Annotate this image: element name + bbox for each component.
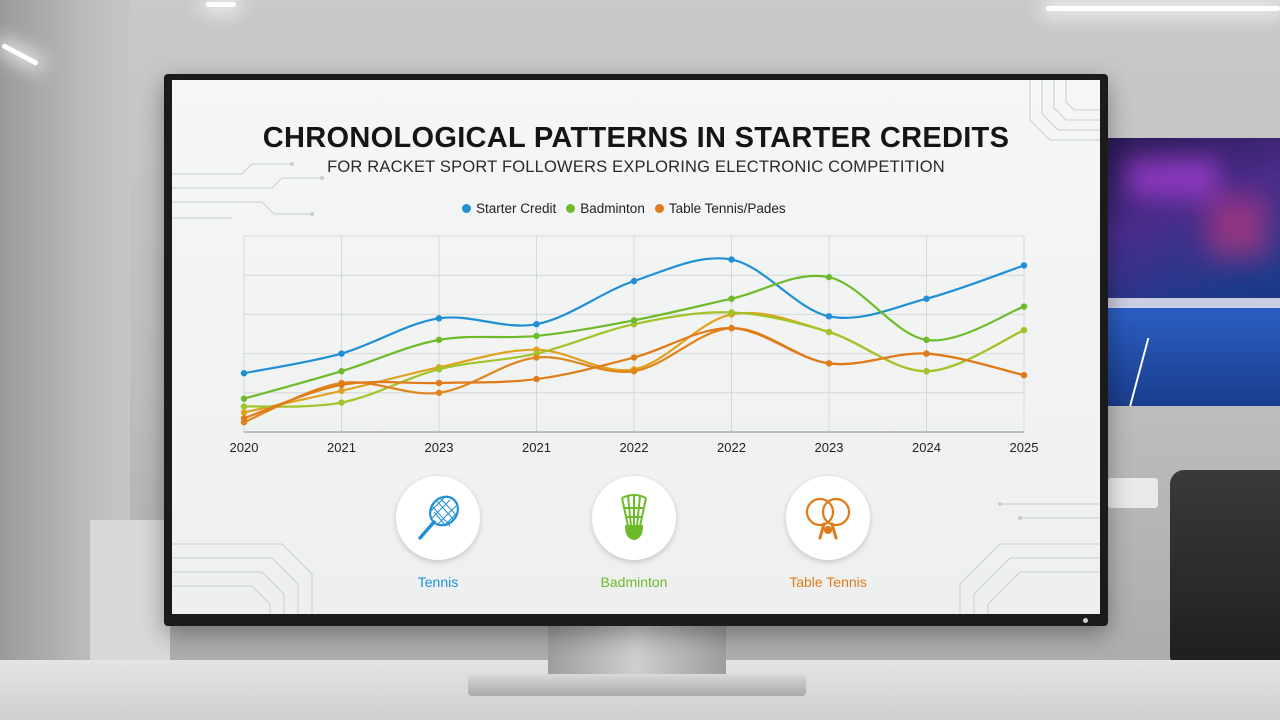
data-point xyxy=(728,256,735,263)
data-point xyxy=(533,332,540,340)
data-point xyxy=(825,360,833,367)
tv-court xyxy=(1108,306,1280,406)
legend-item-table-tennis: Table Tennis/Pades xyxy=(654,200,786,216)
data-point xyxy=(240,395,248,402)
data-point xyxy=(338,387,345,395)
data-point xyxy=(1020,303,1028,310)
data-point xyxy=(533,354,540,361)
x-tick-label: 2021 xyxy=(522,440,551,455)
data-point xyxy=(728,324,735,332)
legend-label: Badminton xyxy=(580,200,645,216)
shuttlecock-icon xyxy=(621,494,647,541)
chart-title: CHRONOLOGICAL PATTERNS IN STARTER CREDIT… xyxy=(262,122,1010,154)
x-tick-label: 2025 xyxy=(1010,440,1039,455)
data-point xyxy=(923,368,930,375)
data-point xyxy=(1020,326,1028,334)
office-chair xyxy=(1170,470,1280,670)
printer xyxy=(1108,478,1158,508)
sport-label: Table Tennis xyxy=(789,574,867,590)
data-point xyxy=(728,309,735,316)
data-point xyxy=(825,328,833,336)
data-point xyxy=(338,381,345,389)
legend-swatch xyxy=(654,203,664,213)
ceiling-light xyxy=(206,2,236,7)
data-point xyxy=(923,295,930,302)
badminton-icon-circle xyxy=(592,476,676,560)
tv-glow xyxy=(1208,198,1268,258)
x-tick-label: 2022 xyxy=(717,440,746,455)
tv-glow xyxy=(1128,158,1218,198)
circuit-decoration-top-right xyxy=(1029,80,1100,141)
x-tick-label: 2023 xyxy=(815,440,844,455)
circuit-decoration-bottom-right xyxy=(959,502,1100,614)
tv-net xyxy=(1108,298,1280,308)
data-point xyxy=(435,315,443,322)
tennis-racket-icon xyxy=(418,495,459,540)
data-point xyxy=(240,403,248,410)
data-point xyxy=(435,379,443,387)
table-tennis-icon-circle xyxy=(786,476,870,560)
data-point xyxy=(1020,371,1028,379)
data-point xyxy=(435,336,443,344)
sport-card-badminton: Badminton xyxy=(544,476,724,590)
data-point xyxy=(630,354,638,361)
data-point xyxy=(630,368,638,375)
data-point xyxy=(1020,262,1028,269)
x-tick-label: 2023 xyxy=(425,440,454,455)
data-point xyxy=(630,317,638,324)
data-point xyxy=(338,399,345,406)
legend-swatch xyxy=(462,203,471,213)
line-chart: 2020 2021 2023 2021 2022 2022 2023 2024 2025 xyxy=(230,235,1039,455)
data-point xyxy=(338,350,345,357)
x-tick-label: 2024 xyxy=(912,440,941,455)
data-point xyxy=(630,277,638,285)
data-point xyxy=(533,321,540,328)
data-point xyxy=(825,313,833,320)
data-point xyxy=(533,375,540,383)
tennis-icon-circle xyxy=(396,476,480,560)
data-point xyxy=(240,415,248,422)
legend-swatch xyxy=(566,203,576,213)
circuit-decoration-bottom-left xyxy=(172,543,313,614)
data-point xyxy=(728,295,735,302)
legend-item-starter-credit: Starter Credit xyxy=(462,201,556,216)
data-point xyxy=(240,409,248,416)
sport-card-tennis: Tennis xyxy=(348,476,528,590)
data-point xyxy=(435,389,443,396)
data-point xyxy=(338,368,345,375)
chart-subtitle: FOR RACKET SPORT FOLLOWERS EXPLORING ELE… xyxy=(327,158,945,176)
data-point xyxy=(923,336,930,344)
monitor-screen: CHRONOLOGICAL PATTERNS IN STARTER CREDIT… xyxy=(172,80,1100,614)
sport-label: Tennis xyxy=(417,574,459,590)
data-point xyxy=(825,273,833,281)
circuit-decoration-left xyxy=(172,162,324,219)
monitor-stand xyxy=(548,620,726,680)
legend-label: Starter Credit xyxy=(476,200,557,216)
sport-label: Badminton xyxy=(600,574,668,590)
chart-legend: Starter Credit Badminton Table Tennis/Pa… xyxy=(462,198,786,218)
ping-pong-paddle-icon xyxy=(805,497,851,540)
ceiling-light xyxy=(1046,6,1280,11)
power-indicator xyxy=(1083,618,1088,623)
x-tick-label: 2022 xyxy=(620,440,649,455)
x-tick-label: 2020 xyxy=(230,440,259,455)
side-desk xyxy=(90,520,170,660)
data-point xyxy=(435,366,443,373)
monitor-base xyxy=(468,674,806,696)
legend-item-badminton: Badminton xyxy=(566,201,645,216)
x-tick-label: 2021 xyxy=(327,440,356,455)
legend-label: Table Tennis/Pades xyxy=(668,200,786,216)
sport-card-table-tennis: Table Tennis xyxy=(738,476,918,590)
data-point xyxy=(923,350,930,357)
background-tv xyxy=(1108,138,1280,406)
data-point xyxy=(240,370,248,377)
